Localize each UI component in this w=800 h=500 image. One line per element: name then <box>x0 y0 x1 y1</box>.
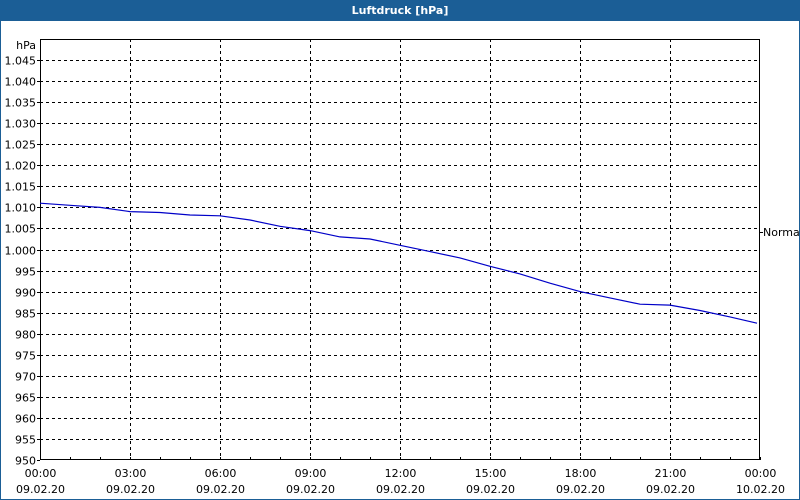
x-tick-time: 00:00 <box>745 467 777 480</box>
x-tick-date: 09.02.20 <box>376 483 425 496</box>
legend-entry-normal: Normal <box>763 226 799 239</box>
x-tick-time: 06:00 <box>205 467 237 480</box>
chart-title: Luftdruck [hPa] <box>1 1 799 21</box>
y-tick-label: 1.000 <box>5 245 37 258</box>
y-tick-label: 970 <box>15 371 36 384</box>
pressure-series-line <box>39 202 758 324</box>
y-tick-label: 985 <box>15 308 36 321</box>
y-tick-label: 1.025 <box>5 139 37 152</box>
x-tick-time: 00:00 <box>25 467 57 480</box>
x-tick-time: 21:00 <box>655 467 687 480</box>
y-tick-label: 975 <box>15 350 36 363</box>
y-tick-label: 960 <box>15 413 36 426</box>
y-tick-label: 1.010 <box>5 202 37 215</box>
x-tick-time: 09:00 <box>295 467 327 480</box>
y-tick-label: 1.045 <box>5 55 37 68</box>
y-axis-unit: hPa <box>16 39 36 52</box>
x-tick-time: 12:00 <box>385 467 417 480</box>
x-tick-date: 09.02.20 <box>196 483 245 496</box>
y-tick-label: 980 <box>15 329 36 342</box>
x-tick-date: 09.02.20 <box>106 483 155 496</box>
x-tick-date: 09.02.20 <box>556 483 605 496</box>
x-tick-date: 09.02.20 <box>646 483 695 496</box>
x-tick-time: 15:00 <box>475 467 507 480</box>
x-tick-date: 09.02.20 <box>16 483 65 496</box>
y-tick-label: 1.035 <box>5 97 37 110</box>
x-tick-time: 18:00 <box>565 467 597 480</box>
x-tick-time: 03:00 <box>115 467 147 480</box>
y-tick-label: 950 <box>15 455 36 468</box>
x-tick-date: 09.02.20 <box>286 483 335 496</box>
x-tick-date: 09.02.20 <box>466 483 515 496</box>
y-tick-label: 1.040 <box>5 76 37 89</box>
y-tick-label: 990 <box>15 287 36 300</box>
y-tick-label: 955 <box>15 434 36 447</box>
y-tick-label: 965 <box>15 392 36 405</box>
y-tick-label: 1.015 <box>5 181 37 194</box>
plot-frame <box>40 39 760 460</box>
y-tick-label: 995 <box>15 266 36 279</box>
y-tick-label: 1.030 <box>5 118 37 131</box>
y-tick-label: 1.005 <box>5 223 37 236</box>
x-tick-date: 10.02.20 <box>736 483 785 496</box>
y-tick-label: 1.020 <box>5 160 37 173</box>
